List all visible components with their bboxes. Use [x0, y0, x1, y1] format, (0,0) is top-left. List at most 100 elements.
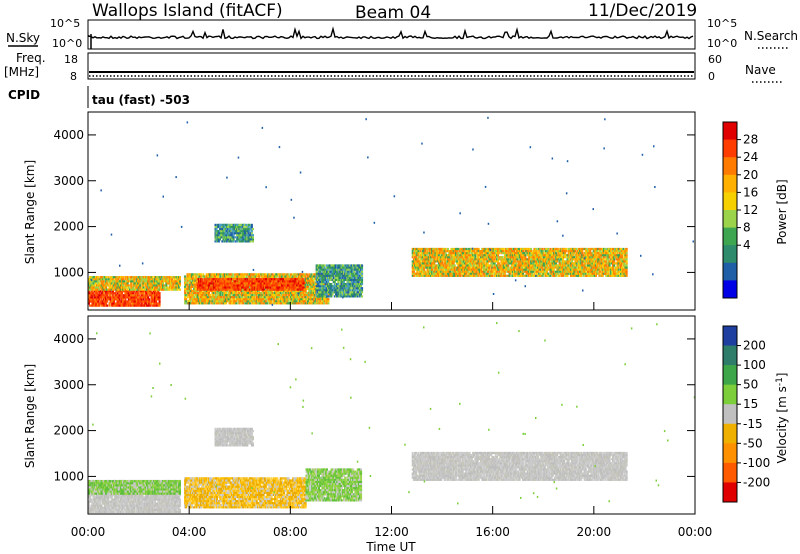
data-cell-2663	[207, 284, 209, 287]
data-cell-2396	[310, 300, 313, 303]
data-cell-4664	[476, 272, 479, 275]
data-cell-4095	[425, 272, 428, 275]
data-cell-3807	[350, 291, 353, 294]
data-cell-3797	[349, 278, 352, 281]
data-cell-3328	[246, 228, 249, 231]
data-cell-3554	[330, 278, 333, 281]
data-cell-4865	[494, 256, 497, 259]
data-cell-1390	[223, 298, 226, 301]
data-cell-3109	[215, 234, 218, 237]
data-cell-3256	[237, 234, 240, 237]
data-cell-3689	[341, 291, 344, 294]
data-cell-2633	[200, 280, 203, 283]
data-cell-435	[158, 292, 161, 295]
data-cell-4342	[447, 258, 449, 261]
data-cell-1041	[193, 289, 196, 292]
data-cell-2118	[286, 298, 289, 301]
data-cell-3148	[221, 230, 224, 233]
data-cell-1998	[276, 298, 279, 301]
data-cell-935	[179, 278, 181, 281]
data-cell-1940	[270, 281, 273, 284]
data-cell-389	[151, 296, 154, 299]
data-cell-3036	[288, 278, 291, 281]
data-cell-3463	[322, 264, 325, 267]
data-cell-3829	[352, 266, 354, 269]
data-cell-1354	[220, 296, 223, 299]
data-cell-404	[154, 296, 156, 299]
data-cell-2333	[303, 273, 306, 276]
data-cell-3364	[252, 228, 254, 231]
data-cell-4177	[432, 258, 435, 261]
data-cell-100	[103, 300, 106, 303]
data-cell-688	[134, 282, 137, 285]
data-cell-3274	[239, 234, 242, 237]
data-cell-4437	[456, 270, 459, 273]
data-cell-3437	[321, 289, 324, 292]
data-cell-3751	[346, 276, 349, 279]
data-cell-2432	[312, 281, 315, 284]
data-cell-3332	[247, 236, 250, 239]
data-cell-1995	[275, 275, 278, 278]
data-cell-117	[106, 294, 109, 297]
data-cell-755	[147, 284, 150, 287]
data-cell-1853	[262, 275, 265, 278]
data-cell-1143	[202, 294, 205, 297]
data-cell-4912	[499, 250, 502, 253]
data-cell-4744	[483, 258, 486, 261]
data-cell-2635	[201, 288, 204, 291]
data-cell-484	[96, 284, 98, 287]
data-cell-2086	[283, 273, 286, 276]
data-cell-4911	[499, 256, 502, 259]
data-cell-68	[98, 294, 101, 297]
data-cell-4773	[486, 274, 489, 277]
data-cell-3924	[360, 276, 362, 279]
data-cell-3241	[234, 230, 237, 233]
data-cell-1937	[270, 291, 273, 295]
data-cell-1685	[249, 291, 251, 295]
data-cell-2971	[275, 288, 278, 291]
data-cell-3175	[225, 240, 228, 243]
data-cell-1353	[220, 298, 223, 301]
data-cell-4537	[464, 247, 467, 251]
data-cell-4598	[469, 256, 472, 259]
data-cell-1180	[205, 291, 208, 295]
data-cell-4531	[464, 262, 467, 265]
data-cell-310	[138, 294, 141, 297]
data-cell-4963	[505, 274, 508, 277]
data-cell-264	[131, 298, 134, 301]
data-cell-2732	[221, 278, 224, 281]
data-cell-1860	[263, 291, 266, 295]
data-cell-2774	[230, 284, 233, 287]
data-cell-4749	[483, 247, 486, 251]
data-cell-2363	[307, 291, 309, 295]
data-cell-514	[101, 282, 104, 285]
data-cell-886	[169, 276, 172, 279]
data-cell-4339	[447, 266, 449, 269]
data-cell-4923	[500, 252, 503, 255]
data-cell-1741	[253, 291, 256, 295]
data-cell-3299	[242, 234, 245, 237]
data-cell-4933	[501, 258, 504, 261]
data-cell-4842	[492, 252, 495, 255]
data-cell-593	[116, 284, 119, 287]
data-cell-676	[132, 280, 135, 283]
data-cell-840	[162, 286, 164, 289]
data-cell-646	[125, 276, 128, 279]
data-cell-1178	[205, 296, 208, 299]
data-cell-4649	[474, 254, 477, 257]
data-cell-1680	[249, 302, 251, 305]
data-cell-2767	[229, 286, 232, 289]
data-cell-4794	[488, 254, 490, 257]
data-cell-2694	[213, 278, 216, 281]
data-cell-4366	[449, 260, 452, 263]
data-cell-3009	[283, 284, 286, 287]
data-cell-1245	[211, 291, 214, 295]
data-cell-2373	[308, 294, 311, 297]
data-cell-2033	[278, 273, 281, 276]
data-cell-1020	[190, 275, 193, 278]
data-cell-1439	[227, 275, 230, 278]
data-cell-4352	[448, 264, 451, 267]
data-cell-2873	[253, 282, 256, 285]
data-cell-3851	[354, 283, 357, 286]
data-cell-3703	[342, 291, 345, 294]
